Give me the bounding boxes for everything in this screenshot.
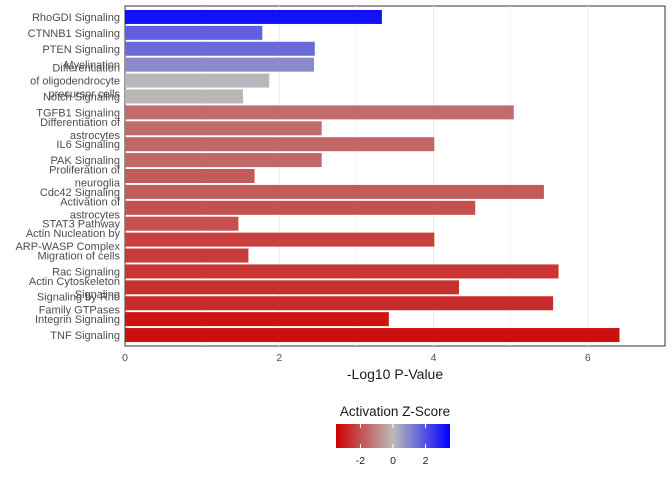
bar xyxy=(125,121,322,136)
category-label: Myelination xyxy=(64,60,120,72)
category-label: CTNNB1 Signaling xyxy=(28,28,120,40)
x-tick-label: 2 xyxy=(276,352,282,364)
bar xyxy=(125,73,270,88)
x-tick-labels: 0 2 4 6 xyxy=(122,352,591,364)
category-label: Proliferation of neuroglia xyxy=(49,165,121,190)
colorbar-tick-label: 0 xyxy=(390,455,396,467)
bar xyxy=(125,105,514,120)
bars xyxy=(125,9,620,343)
bar xyxy=(125,137,435,152)
bar xyxy=(125,328,620,343)
category-label: IL6 Signaling xyxy=(56,139,120,151)
bar xyxy=(125,200,476,215)
category-label: Signaling by Rho Family GTPases xyxy=(37,292,121,317)
category-label: Actin Cytoskeleton Signaling xyxy=(29,276,120,301)
category-label: PAK Signaling xyxy=(50,155,120,167)
x-axis-title: -Log10 P-Value xyxy=(347,366,443,382)
bar xyxy=(125,184,544,199)
category-label: TGFB1 Signaling xyxy=(36,107,120,119)
bar xyxy=(125,296,554,311)
colorbar-tick-label: 2 xyxy=(423,455,429,467)
category-label: TNF Signaling xyxy=(50,330,120,342)
category-label: Activation of astrocytes xyxy=(60,196,121,221)
legend-title: Activation Z-Score xyxy=(340,404,450,419)
category-label: Actin Nucleation by ARP-WASP Complex xyxy=(15,228,120,253)
bar xyxy=(125,57,314,72)
x-tick-label: 4 xyxy=(431,352,437,364)
category-label: Cdc42 Signaling xyxy=(40,187,120,199)
x-tick-label: 0 xyxy=(122,352,128,364)
bar xyxy=(125,232,435,247)
bar xyxy=(125,9,382,24)
bar xyxy=(125,264,559,279)
bar xyxy=(125,41,315,56)
bar xyxy=(125,280,460,295)
x-tick-label: 6 xyxy=(585,352,591,364)
category-label: Migration of cells xyxy=(37,251,120,263)
colorbar-ticks: -2 0 2 xyxy=(356,424,429,467)
bar xyxy=(125,25,263,40)
bar xyxy=(125,89,244,104)
colorbar-tick-label: -2 xyxy=(356,455,365,467)
bar xyxy=(125,248,249,263)
category-labels: RhoGDI Signaling CTNNB1 Signaling PTEN Sig… xyxy=(15,12,120,342)
category-label: Rac Signaling xyxy=(52,266,120,278)
category-label: Differentiation of astrocytes xyxy=(40,117,121,142)
category-label: Notch Signaling xyxy=(43,91,120,103)
category-label: RhoGDI Signaling xyxy=(32,12,120,24)
category-label: PTEN Signaling xyxy=(42,44,120,56)
category-label: Differentiation of oligodendrocyte precurs… xyxy=(30,63,120,101)
category-label: Integrin Signaling xyxy=(35,314,120,326)
bar xyxy=(125,216,239,231)
category-label: STAT3 Pathway xyxy=(42,219,120,231)
bar xyxy=(125,153,322,168)
bar xyxy=(125,169,255,183)
bar xyxy=(125,312,389,327)
